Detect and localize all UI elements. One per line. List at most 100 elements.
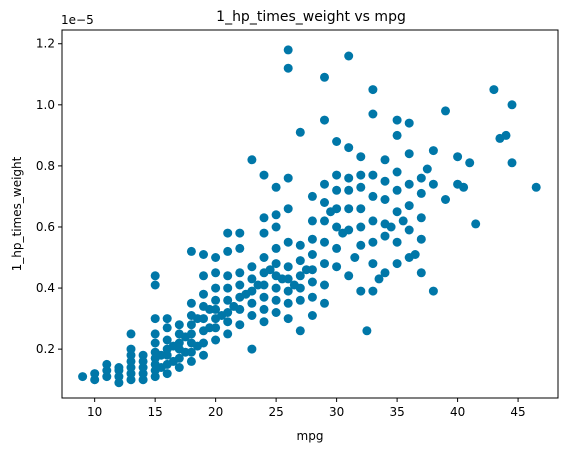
data-point — [138, 356, 148, 366]
data-point — [441, 106, 450, 116]
data-point — [368, 259, 378, 269]
data-point — [211, 304, 221, 314]
data-point — [416, 268, 426, 278]
data-point — [126, 344, 136, 354]
y-axis-label: 1_hp_times_weight — [10, 156, 24, 271]
data-point — [295, 283, 305, 293]
data-point — [235, 228, 245, 238]
data-point — [174, 363, 184, 372]
x-tick-label: 45 — [510, 405, 525, 419]
data-point — [186, 298, 196, 308]
data-point — [247, 311, 257, 320]
data-point — [283, 237, 293, 247]
data-point — [320, 115, 329, 125]
data-point — [501, 130, 511, 140]
data-point — [211, 323, 221, 333]
data-point — [320, 216, 329, 226]
data-point — [392, 185, 402, 195]
data-point — [428, 286, 438, 296]
data-point — [283, 298, 293, 308]
data-point — [162, 369, 172, 379]
plot-frame — [61, 29, 559, 399]
data-point — [332, 222, 342, 232]
data-point — [471, 219, 481, 229]
data-point — [259, 228, 269, 238]
y-tick-label: 0.8 — [36, 159, 55, 173]
data-point — [507, 100, 517, 110]
data-point — [271, 259, 281, 269]
data-point — [126, 329, 136, 339]
data-point — [199, 271, 208, 281]
data-point — [186, 246, 196, 256]
data-point — [374, 274, 384, 284]
data-point — [114, 363, 124, 372]
data-point — [380, 176, 390, 186]
data-point — [162, 335, 172, 345]
data-point — [368, 286, 378, 296]
data-point — [259, 304, 269, 314]
data-point — [307, 292, 317, 302]
data-point — [223, 317, 233, 327]
data-point — [235, 320, 245, 330]
data-point — [271, 283, 281, 293]
data-point — [404, 149, 414, 159]
data-point — [259, 280, 269, 290]
data-point — [422, 164, 432, 174]
data-point — [531, 182, 541, 192]
data-point — [416, 213, 426, 223]
data-point — [320, 237, 329, 247]
data-point — [295, 271, 305, 281]
x-axis: 10 15 20 25 30 35 40 45 — [87, 398, 526, 419]
data-point — [307, 234, 317, 244]
data-point — [332, 137, 342, 146]
data-point — [247, 155, 257, 165]
data-point — [223, 271, 233, 281]
data-point — [247, 298, 257, 308]
data-point — [271, 222, 281, 232]
chart-title: 1_hp_times_weight vs mpg — [216, 9, 406, 25]
data-point — [362, 326, 372, 336]
data-point — [223, 228, 233, 238]
x-tick-label: 40 — [450, 405, 465, 419]
data-point — [392, 167, 402, 177]
data-point — [320, 179, 329, 189]
data-point — [332, 262, 342, 272]
data-point — [307, 265, 317, 275]
y-tick-label: 0.2 — [36, 342, 55, 356]
data-point — [138, 350, 148, 360]
data-point — [271, 182, 281, 192]
data-point — [283, 286, 293, 296]
data-point — [380, 155, 390, 165]
data-point — [344, 51, 354, 61]
data-point — [271, 243, 281, 253]
data-point — [223, 246, 233, 256]
data-point — [283, 45, 293, 55]
x-axis-label: mpg — [297, 429, 324, 443]
data-point — [271, 210, 281, 220]
data-point — [235, 268, 245, 278]
data-point — [453, 152, 463, 162]
data-point — [174, 320, 184, 330]
data-point — [368, 170, 378, 180]
data-point — [320, 298, 329, 308]
data-point — [199, 314, 208, 324]
data-point — [320, 198, 329, 207]
data-point — [332, 185, 342, 195]
data-point — [320, 259, 329, 269]
data-point — [392, 207, 402, 217]
data-point — [307, 250, 317, 259]
data-point — [223, 329, 233, 339]
data-point — [150, 280, 160, 290]
y-tick-label: 1.2 — [36, 37, 55, 51]
data-point — [259, 253, 269, 262]
data-point — [295, 256, 305, 266]
data-point — [459, 182, 469, 192]
data-point — [283, 204, 293, 214]
data-point — [392, 130, 402, 140]
x-tick-label: 10 — [87, 405, 102, 419]
data-point — [356, 240, 366, 250]
data-point — [259, 213, 269, 223]
data-point — [356, 222, 366, 232]
data-point — [332, 204, 342, 214]
data-point — [356, 204, 366, 214]
